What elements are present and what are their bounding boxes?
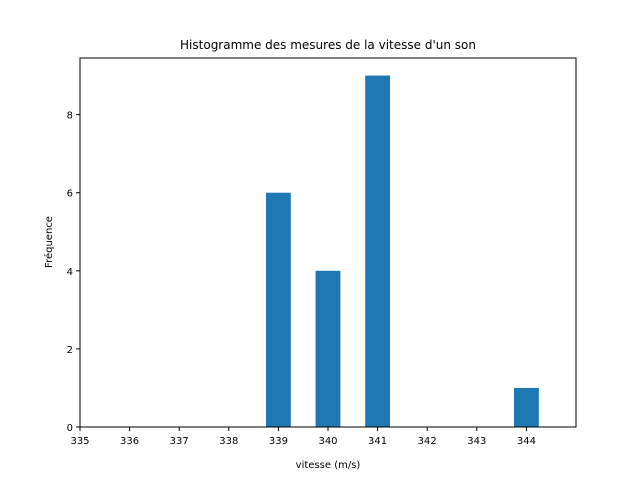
y-tick-label-6: 6 bbox=[67, 189, 73, 200]
x-tick-label-339: 339 bbox=[269, 436, 288, 447]
bar-341 bbox=[365, 75, 390, 428]
x-axis-ticks: 335 336 337 338 339 340 341 342 343 344 bbox=[70, 427, 536, 447]
bars-group bbox=[266, 75, 539, 428]
x-tick-label-335: 335 bbox=[70, 436, 89, 447]
y-axis-label: Fréquence bbox=[43, 216, 55, 268]
y-axis-ticks: 0 2 4 6 8 bbox=[67, 111, 80, 434]
x-tick-label-341: 341 bbox=[368, 436, 387, 447]
bar-339 bbox=[266, 192, 291, 427]
bar-344 bbox=[514, 387, 539, 427]
chart-title: Histogramme des mesures de la vitesse d'… bbox=[180, 38, 476, 52]
x-tick-label-338: 338 bbox=[219, 436, 238, 447]
x-tick-label-344: 344 bbox=[517, 436, 536, 447]
y-tick-label-4: 4 bbox=[67, 267, 73, 278]
y-tick-label-0: 0 bbox=[67, 423, 73, 434]
x-axis-label: vitesse (m/s) bbox=[296, 460, 361, 471]
y-tick-label-8: 8 bbox=[67, 111, 73, 122]
x-tick-label-342: 342 bbox=[418, 436, 437, 447]
x-tick-label-343: 343 bbox=[467, 436, 486, 447]
bar-340 bbox=[315, 270, 341, 427]
y-tick-label-2: 2 bbox=[67, 345, 73, 356]
x-tick-label-336: 336 bbox=[120, 436, 139, 447]
x-tick-label-340: 340 bbox=[318, 436, 337, 447]
x-tick-label-337: 337 bbox=[170, 436, 189, 447]
